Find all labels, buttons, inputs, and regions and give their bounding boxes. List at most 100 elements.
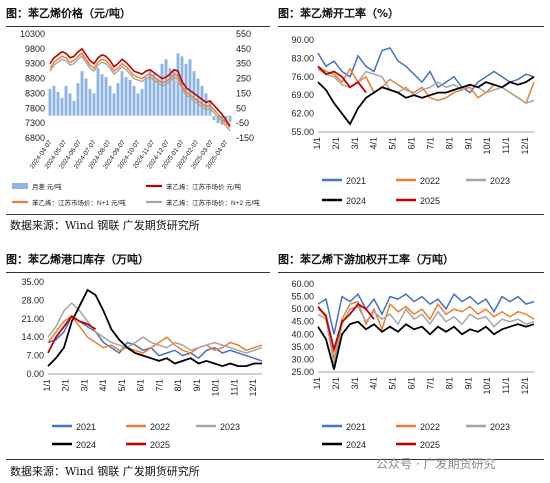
y-tick-label: 14.00: [21, 332, 44, 342]
series-line-2025: [317, 65, 367, 94]
spread-bar: [64, 86, 68, 116]
spread-bar: [112, 93, 116, 116]
operating-rate-chart-title: 图：苯乙烯开工率（%）: [278, 7, 400, 20]
spread-bar: [88, 88, 92, 116]
series-line-2021: [317, 47, 535, 94]
y-tick-label: 25.00: [291, 367, 314, 377]
spread-bar: [68, 93, 72, 116]
title-rule: [6, 26, 270, 27]
spread-bar: [72, 100, 76, 116]
x-tick-label: 9/1: [463, 377, 473, 390]
legend-label: 2023: [490, 422, 510, 432]
watermark: 公众号 · 广发期货研究: [376, 457, 496, 471]
y-tick-label: 40.00: [291, 329, 314, 339]
spread-bar: [164, 59, 168, 116]
source-note-top: 数据来源：Wind 钢联 广发期货研究所: [10, 219, 200, 232]
title-rule: [278, 26, 544, 27]
y-tick-label-left: 6800: [25, 133, 45, 143]
spread-bar: [120, 71, 124, 116]
y-tick-label-right: 450: [236, 44, 251, 54]
x-tick-label: 12/1: [520, 377, 530, 395]
price-panel: 图：苯乙烯价格（元/吨） 10300 9800 9300 8800 8300 7800 73…: [6, 4, 270, 212]
x-tick-label: 11/1: [501, 137, 511, 154]
spread-bar: [80, 71, 84, 116]
series-line-2021: [317, 292, 535, 335]
spread-bar: [84, 78, 88, 116]
spread-bar: [172, 71, 176, 116]
price-chart-title: 图：苯乙烯价格（元/吨）: [6, 7, 132, 20]
x-tick-label: 12/1: [248, 379, 258, 397]
spread-bar: [128, 80, 132, 116]
y-tick-label-left: 9300: [25, 59, 45, 69]
series-line-2024: [317, 320, 535, 370]
legend-label: 2024: [76, 440, 96, 450]
y-tick-label-left: 8300: [25, 88, 45, 98]
y-tick-label: 83.00: [291, 53, 314, 63]
x-tick-label: 10/1: [482, 377, 492, 395]
x-tick-label: 7/1: [425, 377, 435, 390]
legend-label: 2023: [490, 176, 510, 186]
n2-price-line: [49, 55, 231, 132]
spread-bar: [156, 78, 160, 116]
x-tick-label: 4/1: [369, 377, 379, 390]
spread-bar: [132, 86, 136, 116]
spread-bar: [124, 77, 128, 116]
y-tick-label: 28.00: [21, 295, 44, 305]
spread-bar: [228, 115, 232, 122]
spread-bar: [152, 74, 156, 116]
legend-label: 2022: [150, 422, 170, 432]
y-tick-label: 35.00: [291, 342, 314, 352]
x-tick-label: 5/1: [117, 379, 127, 392]
spread-bar: [148, 71, 152, 116]
spread-bar: [200, 86, 204, 116]
y-tick-label: 21.00: [21, 314, 44, 324]
x-tick-label: 2/1: [331, 137, 341, 150]
x-tick-label: 4/1: [369, 137, 379, 150]
y-tick-label-left: 7300: [25, 118, 45, 128]
price-chart: 10300 9800 9300 8800 8300 7800 7300 6800 550 450 3…: [12, 29, 260, 207]
y-tick-label: 55.00: [291, 127, 314, 137]
y-tick-label: 50.00: [291, 304, 314, 314]
x-tick-label: 6/1: [407, 137, 417, 150]
inventory-chart-title: 图：苯乙烯港口库存（万吨）: [6, 253, 149, 266]
legend-label: 2021: [346, 422, 366, 432]
legend-label: 苯乙烯：江苏市场价：N+2 元/吨: [166, 198, 260, 207]
spread-bar: [116, 83, 120, 116]
legend-label: 2025: [150, 440, 170, 450]
x-tick-label: 10/1: [482, 137, 492, 155]
spread-bar: [168, 68, 172, 116]
legend-swatch: [12, 183, 28, 189]
y-tick-label-left: 10300: [20, 29, 45, 39]
y-tick-label-left: 7800: [25, 103, 45, 113]
legend-label: 苯乙烯：江苏市场价 元/吨: [166, 182, 242, 191]
y-tick-label: 45.00: [291, 317, 314, 327]
legend-label: 2022: [420, 176, 440, 186]
x-tick-label: 8/1: [444, 377, 454, 390]
x-tick-label: 1/1: [312, 137, 322, 150]
x-tick-label: 3/1: [79, 379, 89, 392]
downstream-panel: 图：苯乙烯下游加权开工率（万吨） 60.00 55.00 50.00 45.00 40.…: [278, 250, 544, 456]
x-tick-label: 11/1: [501, 377, 511, 394]
spread-bar: [140, 88, 144, 116]
inventory-panel: 图：苯乙烯港口库存（万吨） 35.00 28.00 21.00 14.00 7.00 0.…: [6, 250, 270, 456]
legend-label: 2022: [420, 422, 440, 432]
legend-label: 2025: [420, 196, 440, 206]
x-tick-label: 7/1: [154, 379, 164, 392]
legend-label: 2024: [346, 196, 366, 206]
x-tick-label: 5/1: [388, 377, 398, 390]
x-tick-label: 4/1: [98, 379, 108, 392]
y-tick-label: 35.00: [21, 277, 44, 287]
x-tick-label: 2/1: [61, 379, 71, 392]
spread-bar: [216, 115, 220, 124]
x-tick-label: 12/1: [520, 137, 530, 155]
downstream-chart: 60.00 55.00 50.00 45.00 40.00 35.00 30.00 25.00…: [291, 279, 535, 450]
spread-bar: [100, 74, 104, 116]
legend-label: 2023: [220, 422, 240, 432]
operating-rate-chart: 90.00 83.00 76.00 69.00 62.00 55.001/1 2/1 3/1 4…: [291, 35, 535, 206]
series-line-2024: [47, 288, 262, 368]
spread-bar: [144, 77, 148, 116]
spread-bar: [136, 93, 140, 116]
series-line-2023: [47, 301, 263, 354]
x-tick-label: 3/1: [350, 377, 360, 390]
y-tick-label-right: -50: [236, 118, 249, 128]
